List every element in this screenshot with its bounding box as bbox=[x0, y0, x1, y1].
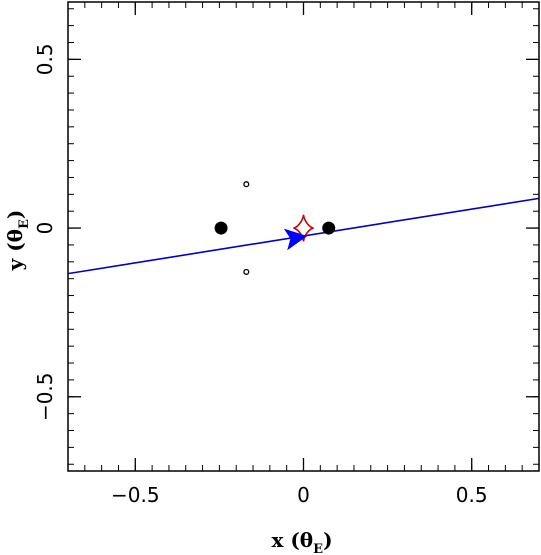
y-tick-labels: −0.5 0 0.5 bbox=[33, 43, 57, 421]
lens-point-large bbox=[322, 221, 336, 235]
trajectory-arrow bbox=[283, 228, 308, 251]
minor-ticks bbox=[68, 2, 540, 471]
x-tick-label-1: 0 bbox=[297, 483, 310, 507]
y-axis-label-close: ) bbox=[3, 210, 27, 219]
x-axis-label: x (θE) bbox=[271, 528, 332, 555]
major-ticks bbox=[68, 2, 539, 471]
x-tick-label-2: 0.5 bbox=[456, 483, 488, 507]
plot-content bbox=[67, 181, 540, 275]
x-tick-labels: −0.5 0 0.5 bbox=[111, 483, 488, 507]
y-axis-label-sub: E bbox=[17, 219, 32, 229]
y-tick-label-1: 0 bbox=[33, 222, 57, 235]
y-tick-label-2: 0.5 bbox=[33, 43, 57, 75]
x-axis-label-main: x (θ bbox=[271, 528, 313, 552]
plot-frame bbox=[67, 1, 540, 472]
lens-point-small bbox=[243, 268, 250, 275]
y-axis-label: y (θE) bbox=[3, 210, 32, 272]
lens-point-large bbox=[214, 221, 228, 235]
x-tick-label-0: −0.5 bbox=[111, 483, 160, 507]
x-axis-label-sub: E bbox=[313, 542, 323, 555]
y-axis-label-main: y (θ bbox=[3, 229, 27, 271]
y-tick-label-0: −0.5 bbox=[33, 372, 57, 421]
lens-point-small bbox=[243, 181, 250, 188]
x-axis-label-close: ) bbox=[323, 528, 332, 552]
